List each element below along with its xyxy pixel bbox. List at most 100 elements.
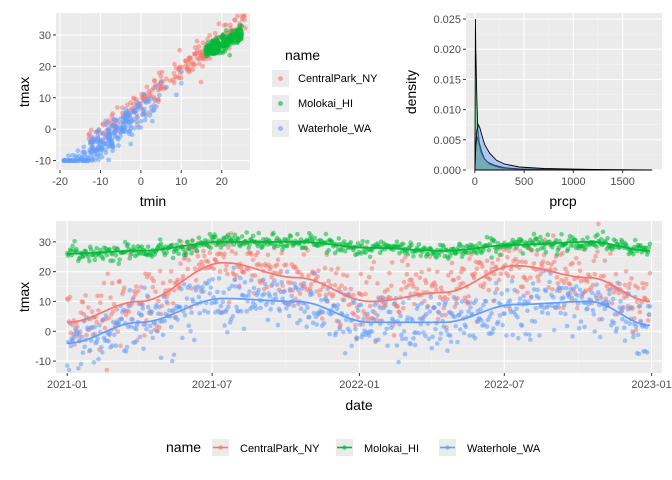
timeseries-point-molokai [115,246,121,252]
timeseries-point-waterhole [337,326,343,332]
timeseries-point-waterhole [530,281,536,286]
timeseries-point-molokai [441,244,447,249]
timeseries-point-waterhole [627,321,632,326]
timeseries-point-centralpark [592,272,597,277]
scatter-point-waterhole [94,152,100,158]
timeseries-point-waterhole [262,281,268,287]
timeseries-point-waterhole [551,295,556,300]
scatter-point-waterhole [110,148,115,154]
timeseries-point-centralpark [299,272,305,278]
timeseries-point-centralpark [545,260,551,266]
timeseries-point-centralpark [252,273,258,278]
scatter-point-waterhole [153,84,158,90]
scatter-point-waterhole [90,158,95,164]
timeseries-point-centralpark [413,272,419,277]
timeseries-point-waterhole [535,287,540,293]
timeseries-point-waterhole [246,293,251,298]
scatter-point-waterhole [97,137,102,143]
timeseries-point-centralpark [371,259,377,265]
scatter-point-centralpark [177,47,183,53]
timeseries-point-waterhole [320,309,326,315]
scatter-point-waterhole [146,99,152,104]
timeseries-point-waterhole [487,314,493,319]
timeseries-point-waterhole [287,287,293,292]
timeseries-point-centralpark [585,279,590,284]
timeseries-point-waterhole [455,339,460,345]
timeseries-point-centralpark [489,266,494,272]
scatter-point-centralpark [196,44,202,49]
timeseries-point-waterhole [261,277,266,283]
timeseries-point-centralpark [138,284,144,290]
scatter-point-waterhole [130,116,136,122]
timeseries-point-waterhole [226,304,231,310]
timeseries-point-molokai [208,245,214,251]
timeseries-point-molokai [176,251,181,256]
timeseries-point-waterhole [164,299,169,304]
timeseries-point-centralpark [133,292,138,297]
timeseries-point-waterhole [286,313,292,319]
timeseries-point-waterhole [116,321,122,326]
timeseries-point-centralpark [327,291,332,296]
timeseries-point-waterhole [128,324,133,329]
timeseries-point-waterhole [574,284,579,289]
scatter-point-waterhole [75,148,81,154]
timeseries-point-centralpark [329,267,334,272]
timeseries-point-waterhole [181,282,187,287]
timeseries-point-waterhole [192,337,197,343]
timeseries-point-waterhole [521,293,527,299]
scatter-y-tick-label: 0 [45,124,51,136]
timeseries-point-waterhole [622,338,628,344]
timeseries-point-waterhole [96,356,101,362]
timeseries-point-centralpark [200,263,205,268]
timeseries-point-waterhole [369,329,375,334]
timeseries-point-centralpark [560,250,565,256]
timeseries-point-molokai [363,250,368,256]
timeseries-point-waterhole [279,280,285,285]
timeseries-point-waterhole [623,319,629,325]
timeseries-point-waterhole [269,283,274,289]
timeseries-point-waterhole [403,336,409,342]
timeseries-point-centralpark [359,292,365,298]
timeseries-point-waterhole [233,284,238,289]
scatter-point-waterhole [132,108,138,114]
timeseries-point-waterhole [380,295,386,301]
timeseries-point-centralpark [562,280,567,286]
timeseries-point-molokai [477,241,482,246]
timeseries-point-molokai [332,250,338,256]
timeseries-point-molokai [631,252,636,257]
timeseries-point-molokai [400,241,406,246]
timeseries-point-waterhole [569,295,574,301]
timeseries-point-waterhole [445,348,450,354]
timeseries-point-waterhole [489,310,494,316]
scatter-point-centralpark [200,40,206,46]
timeseries-point-centralpark [411,284,416,289]
timeseries-point-centralpark [554,275,560,280]
timeseries-point-waterhole [528,337,533,342]
scatter-point-centralpark [146,88,152,94]
timeseries-point-centralpark [355,315,361,320]
timeseries-point-centralpark [640,280,645,286]
timeseries-point-centralpark [434,287,439,293]
timeseries-point-molokai [117,257,122,262]
scatter-x-tick-label: 0 [138,176,144,188]
timeseries-point-waterhole [631,334,636,340]
timeseries-point-centralpark [456,275,461,281]
scatter-x-tick-label: -20 [52,176,68,188]
timeseries-point-waterhole [126,304,132,309]
timeseries-point-waterhole [347,329,353,334]
timeseries-point-centralpark [268,265,274,270]
timeseries-point-centralpark [438,285,444,290]
timeseries-point-centralpark [274,262,280,268]
timeseries-point-waterhole [365,311,370,317]
scatter-point-molokai [236,37,242,43]
timeseries-point-waterhole [515,315,520,320]
timeseries-point-waterhole [551,327,557,333]
timeseries-point-waterhole [241,326,247,332]
scatter-x-tick-label: 20 [216,176,228,188]
scatter-point-waterhole [140,108,146,113]
scatter-point-centralpark [183,62,189,68]
density-area-molokai [474,18,554,171]
timeseries-point-centralpark [339,283,344,289]
timeseries-legend-point-molokai [342,445,347,450]
timeseries-point-centralpark [333,270,339,276]
